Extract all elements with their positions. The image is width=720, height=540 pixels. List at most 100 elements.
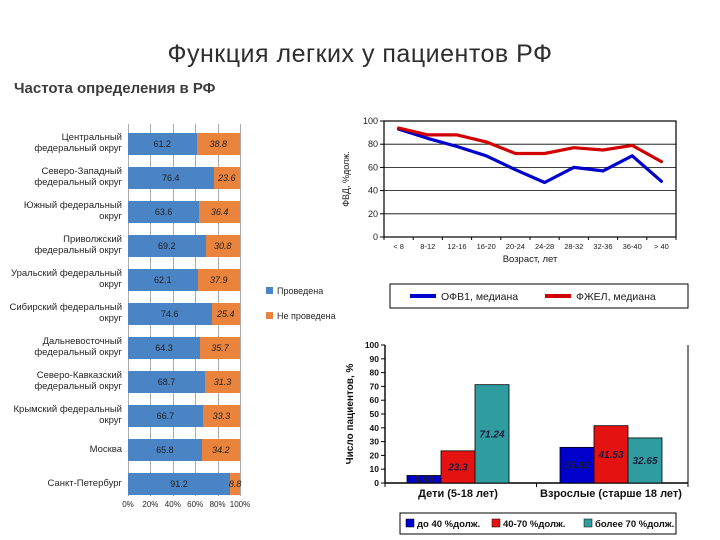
- stacked-bar: 63.6 36.4: [128, 201, 240, 223]
- fvc-line: [396, 126, 663, 164]
- stacked-bar: 66.7 33.3: [128, 405, 240, 427]
- x-tick-label: 36-40: [623, 242, 642, 251]
- not-done-segment: 25.4: [211, 303, 240, 325]
- category-label: Сибирский федеральный округ: [9, 302, 122, 324]
- category-label: Уральский федеральный округ: [11, 268, 122, 290]
- stacked-bar: 76.4 23.6: [128, 167, 240, 189]
- legend-label: ФЖЕЛ, медиана: [576, 291, 656, 303]
- stacked-bar: 65.8 34.2: [128, 439, 240, 461]
- done-legend-label: Проведена: [277, 286, 324, 296]
- x-tick-label: > 40: [654, 242, 669, 251]
- category-label: Дальневосточный федеральный округ: [34, 336, 122, 358]
- legend-label: до 40 %долж.: [417, 519, 480, 530]
- stacked-bar: 64.3 35.7: [128, 337, 240, 359]
- chart-subtitle: Частота определения в РФ: [14, 80, 216, 97]
- x-tick-label: 24-28: [535, 242, 554, 251]
- bar: [593, 425, 629, 484]
- stacked-bar: 74.6 25.4: [128, 303, 240, 325]
- stacked-bar: 68.7 31.3: [128, 371, 240, 393]
- not-done-legend-swatch: [266, 312, 273, 319]
- y-tick-label: 20: [368, 209, 378, 219]
- y-tick-label: 90: [370, 354, 380, 364]
- bar-value-label: 5.46: [414, 475, 434, 486]
- value-label: 8.8: [228, 479, 242, 489]
- not-done-segment: 30.8: [205, 235, 240, 257]
- category-label: Центральный федеральный округ: [34, 132, 122, 154]
- legend-item-not-done: Не проведена: [266, 311, 338, 321]
- y-tick-label: 20: [370, 450, 380, 460]
- legend-item-done: Проведена: [266, 286, 338, 296]
- bar-value-label: 41.53: [597, 450, 623, 461]
- value-label: 65.8: [156, 445, 174, 455]
- category-label: Санкт-Петербург: [47, 477, 122, 489]
- patients-bar-chart: 0 10 20 30 40 50 60 70 80 90 100 5.46 23.3 71.24 Дети …: [340, 330, 700, 536]
- value-label: 74.6: [161, 309, 179, 319]
- value-label: 31.3: [213, 377, 232, 387]
- x-tick-label: 28-32: [564, 242, 583, 251]
- y-axis-title: Число пациентов, %: [345, 363, 356, 464]
- category-label: Крымский федеральный округ: [13, 404, 123, 426]
- not-done-segment: 35.7: [200, 337, 240, 359]
- value-label: 30.8: [213, 241, 232, 251]
- group-label: Взрослые (старше 18 лет): [540, 488, 682, 500]
- y-tick-label: 60: [370, 395, 380, 405]
- bar: [440, 450, 476, 484]
- x-tick-label: 0%: [122, 500, 134, 509]
- value-label: 34.2: [212, 445, 230, 455]
- value-label: 25.4: [217, 309, 235, 319]
- bar-value-label: 25.82: [563, 461, 589, 472]
- y-tick-label: 50: [370, 409, 380, 419]
- not-done-segment: 23.6: [213, 167, 240, 189]
- bar: [559, 446, 595, 484]
- y-tick-label: 30: [370, 437, 380, 447]
- value-label: 33.3: [212, 411, 231, 421]
- not-done-segment: 33.3: [202, 405, 240, 427]
- done-segment: 65.8: [128, 439, 202, 461]
- bar-value-label: 23.3: [447, 462, 468, 473]
- x-tick-label: 20%: [142, 500, 159, 509]
- done-segment: 74.6: [128, 303, 212, 325]
- legend-label: 40-70 %долж.: [503, 519, 565, 530]
- stacked-bar: 61.2 38.8: [128, 133, 240, 155]
- bar-value-label: 32.65: [632, 456, 657, 467]
- x-tick-label: 40%: [164, 500, 181, 509]
- legend-box: [389, 283, 689, 309]
- x-tick-label: 100%: [229, 500, 251, 509]
- value-label: 23.6: [218, 173, 236, 183]
- bar: [474, 384, 510, 484]
- not-done-segment: 36.4: [199, 201, 240, 223]
- fev1-line: [396, 127, 663, 185]
- done-segment: 63.6: [128, 201, 200, 223]
- done-segment: 64.3: [128, 337, 201, 359]
- x-tick-label: 20-24: [506, 242, 525, 251]
- value-label: 66.7: [156, 411, 175, 421]
- y-tick-label: 0: [373, 232, 378, 242]
- v-gridline: [240, 124, 241, 496]
- category-label: Южный федеральный округ: [23, 200, 122, 222]
- done-segment: 66.7: [128, 405, 203, 427]
- value-label: 36.4: [210, 207, 229, 217]
- legend-swatch: [405, 518, 415, 528]
- legend-swatch: [583, 518, 593, 528]
- done-segment: 68.7: [128, 371, 205, 393]
- not-done-segment: 34.2: [201, 439, 240, 461]
- bar: [627, 437, 663, 484]
- not-done-segment: 31.3: [204, 371, 240, 393]
- value-label: 68.7: [157, 377, 176, 387]
- y-tick-label: 0: [374, 478, 379, 488]
- frequency-chart-legend: Проведена Не проведена: [266, 286, 338, 336]
- page-title: Функция легких у пациентов РФ: [167, 40, 553, 68]
- y-tick-label: 40: [368, 186, 378, 196]
- y-tick-label: 10: [370, 464, 380, 474]
- value-label: 63.6: [154, 207, 173, 217]
- value-label: 37.9: [210, 275, 228, 285]
- done-segment: 61.2: [128, 133, 197, 155]
- spirometry-line-chart: 0 20 40 60 80 100 < 8 8-12 12-16 16-20 20-24 24-28 2…: [340, 105, 690, 317]
- done-segment: 62.1: [128, 269, 198, 291]
- legend-label: более 70 %долж.: [595, 519, 674, 530]
- group-label: Дети (5-18 лет): [418, 488, 498, 500]
- category-label: Северо-Западный федеральный округ: [34, 166, 122, 188]
- x-tick-label: 8-12: [420, 242, 435, 251]
- y-axis-title: ФВД, %долж.: [341, 151, 351, 207]
